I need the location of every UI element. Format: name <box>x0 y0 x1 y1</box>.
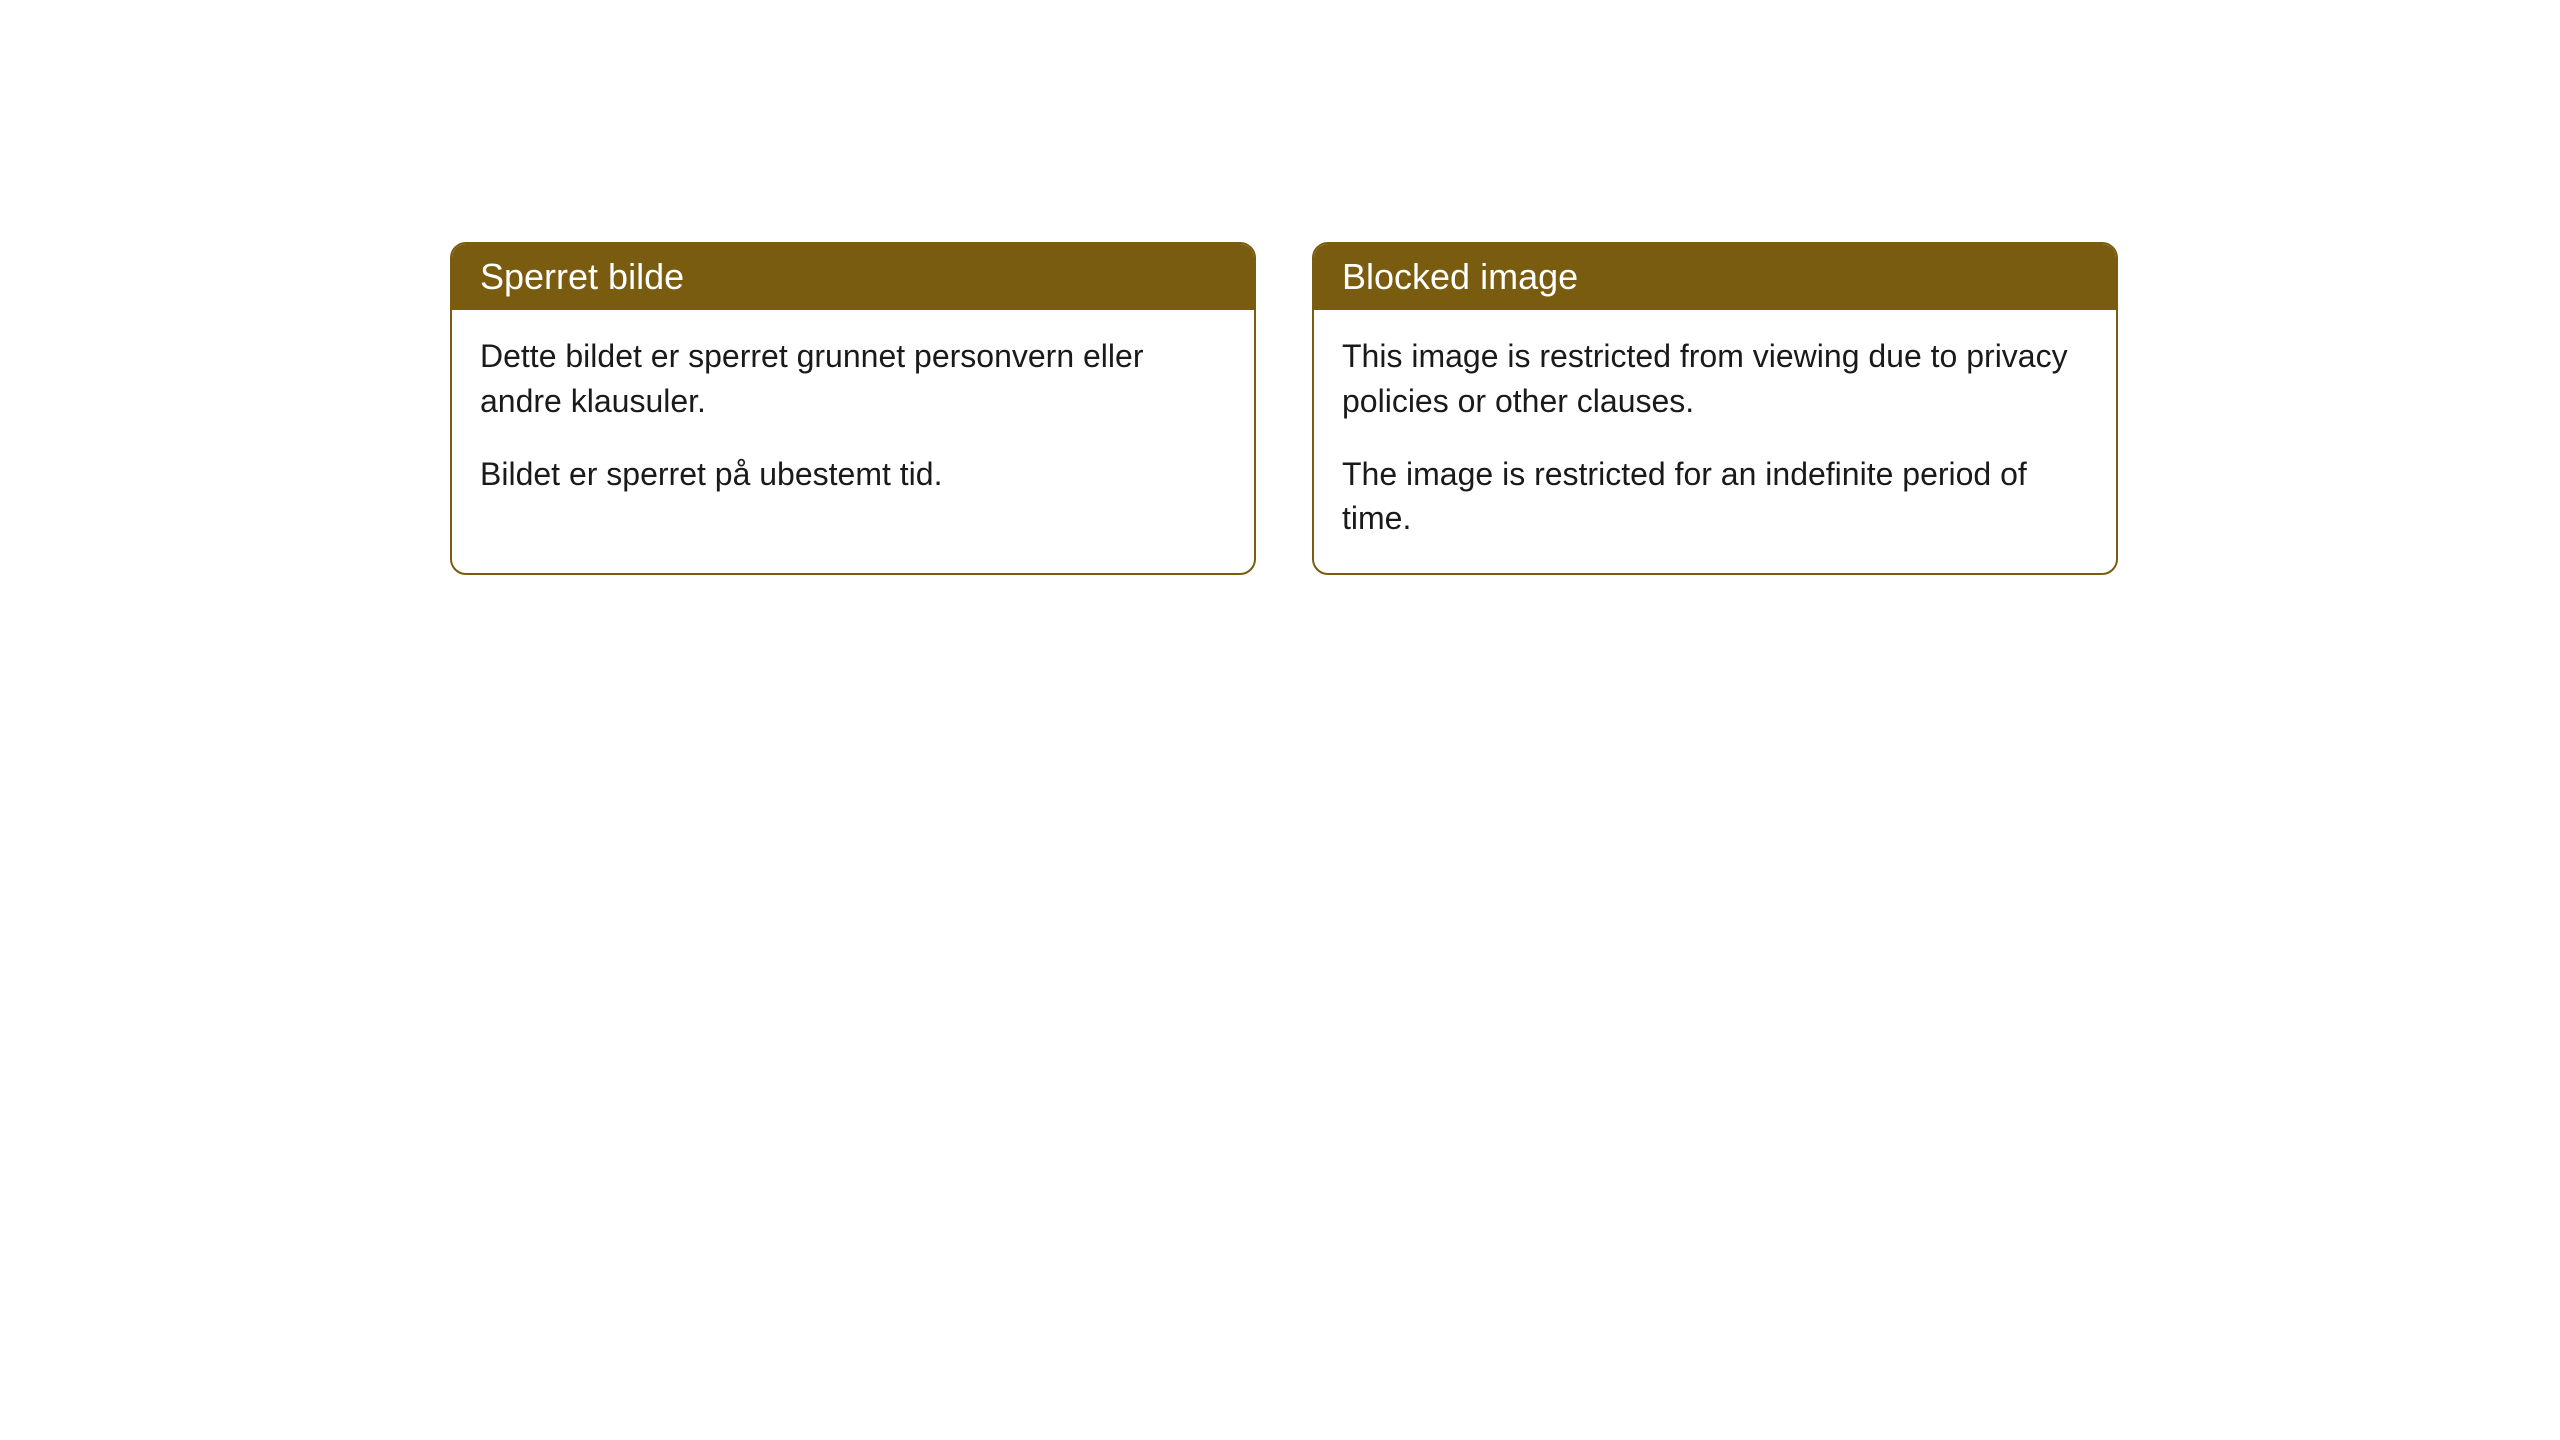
card-title: Sperret bilde <box>480 256 684 297</box>
cards-container: Sperret bilde Dette bildet er sperret gr… <box>0 0 2560 575</box>
card-body-norwegian: Dette bildet er sperret grunnet personve… <box>452 310 1254 528</box>
card-paragraph-1: Dette bildet er sperret grunnet personve… <box>480 334 1226 424</box>
card-body-english: This image is restricted from viewing du… <box>1314 310 2116 573</box>
card-paragraph-1: This image is restricted from viewing du… <box>1342 334 2088 424</box>
card-paragraph-2: The image is restricted for an indefinit… <box>1342 452 2088 542</box>
card-paragraph-2: Bildet er sperret på ubestemt tid. <box>480 452 1226 497</box>
card-header-english: Blocked image <box>1314 244 2116 310</box>
card-title: Blocked image <box>1342 256 1578 297</box>
blocked-image-card-english: Blocked image This image is restricted f… <box>1312 242 2118 575</box>
blocked-image-card-norwegian: Sperret bilde Dette bildet er sperret gr… <box>450 242 1256 575</box>
card-header-norwegian: Sperret bilde <box>452 244 1254 310</box>
